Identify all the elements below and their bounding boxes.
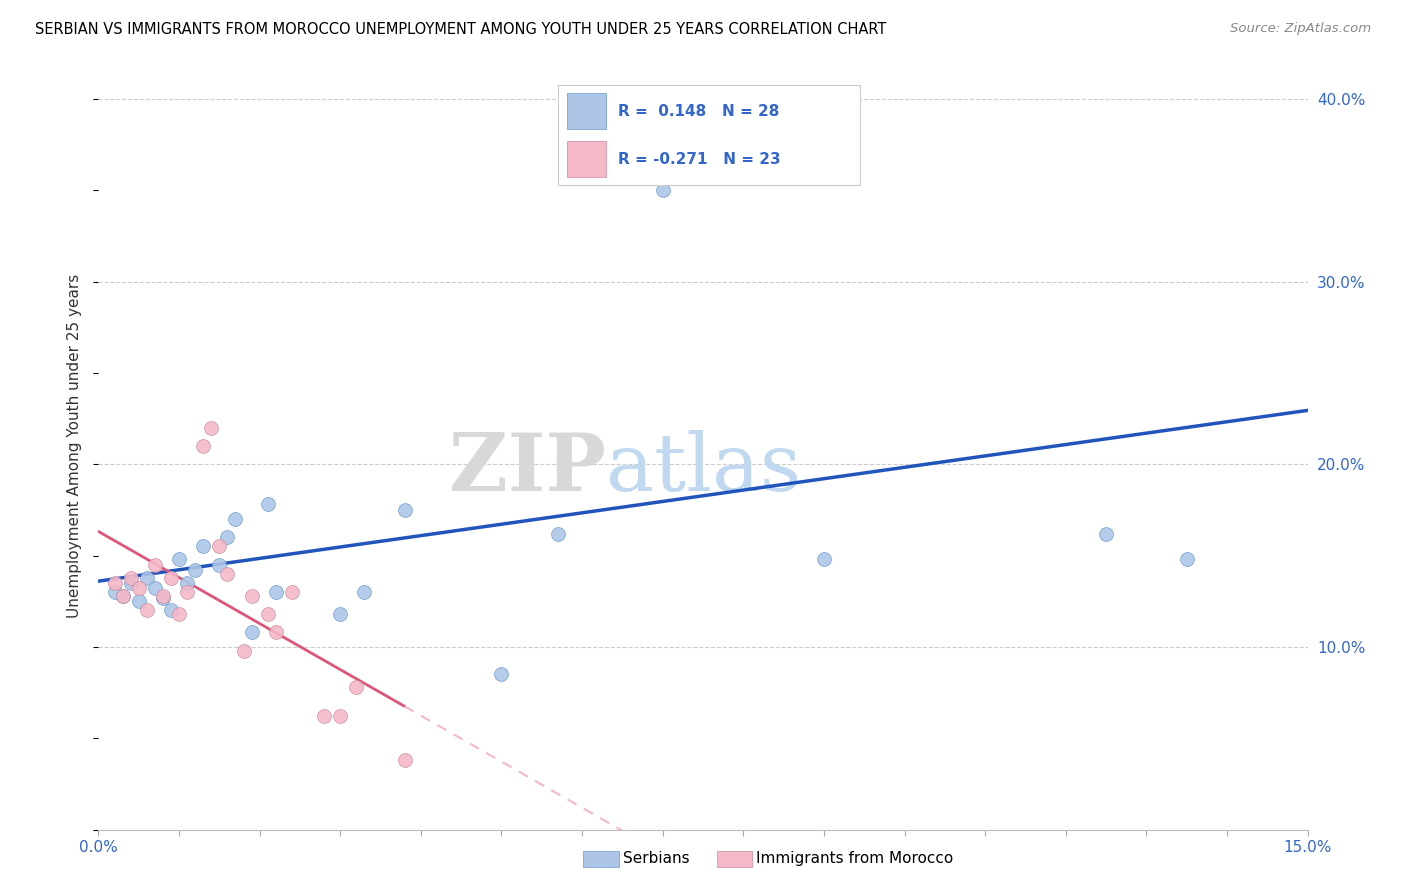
Point [143,558,166,572]
Text: atlas: atlas [606,430,801,508]
Text: Source: ZipAtlas.com: Source: ZipAtlas.com [1230,22,1371,36]
Point [176,576,198,591]
Text: ZIP: ZIP [450,430,606,508]
Point [120,576,142,591]
Point [193,540,215,554]
Point [353,585,375,599]
Point [1175,552,1198,566]
Point [111,589,134,603]
Point [813,552,835,566]
Y-axis label: Unemployment Among Youth under 25 years: Unemployment Among Youth under 25 years [67,274,83,618]
Point [394,503,416,517]
Point [193,439,215,453]
Point [128,582,150,596]
Point [1095,526,1118,541]
Point [256,607,278,621]
Point [200,421,222,435]
Point [240,625,263,640]
Point [167,552,190,566]
Point [184,563,207,577]
Point [256,498,278,512]
Text: Serbians: Serbians [623,852,689,866]
Point [103,576,125,591]
Point [314,709,336,723]
Point [344,680,367,694]
Point [160,570,183,584]
Point [103,585,125,599]
Point [143,582,166,596]
Point [491,667,513,681]
Text: SERBIAN VS IMMIGRANTS FROM MOROCCO UNEMPLOYMENT AMONG YOUTH UNDER 25 YEARS CORRE: SERBIAN VS IMMIGRANTS FROM MOROCCO UNEMP… [35,22,887,37]
Point [208,558,231,572]
Point [217,530,239,544]
Point [240,589,263,603]
Point [128,594,150,608]
Point [394,753,416,767]
Point [176,585,198,599]
Point [135,603,157,617]
Point [264,585,287,599]
Point [224,512,246,526]
Point [160,603,183,617]
Point [208,540,231,554]
Point [152,589,174,603]
Point [329,607,352,621]
Text: Immigrants from Morocco: Immigrants from Morocco [756,852,953,866]
Point [264,625,287,640]
Point [111,589,134,603]
Point [281,585,304,599]
Point [547,526,569,541]
Point [152,591,174,605]
Point [668,120,690,134]
Point [232,643,254,657]
Point [135,570,157,584]
Point [651,183,673,197]
Point [120,570,142,584]
Point [167,607,190,621]
Point [217,566,239,581]
Point [329,709,352,723]
